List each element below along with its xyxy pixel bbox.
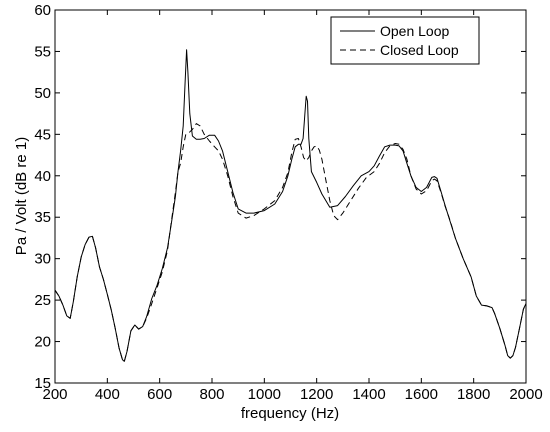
legend-label-open-loop: Open Loop: [380, 23, 449, 39]
x-tick-label: 1400: [352, 386, 385, 403]
x-tick-label: 1600: [405, 386, 438, 403]
x-tick-label: 1800: [457, 386, 490, 403]
x-tick-labels: 200 400 600 800 1000 1200 1400 1600 1800 2000: [42, 386, 542, 403]
y-tick-label: 45: [34, 126, 51, 143]
x-tick-label: 1200: [300, 386, 333, 403]
tick-marks: [54, 9, 527, 384]
y-tick-label: 35: [34, 209, 51, 226]
x-tick-label: 600: [147, 386, 172, 403]
y-tick-label: 50: [34, 85, 51, 102]
series-line-open-loop: [54, 49, 527, 362]
x-axis-label: frequency (Hz): [241, 405, 339, 422]
y-tick-label: 55: [34, 43, 51, 60]
legend-label-closed-loop: Closed Loop: [380, 42, 459, 58]
series-line-closed-loop: [54, 123, 527, 362]
x-tick-label: 1000: [248, 386, 281, 403]
y-tick-label: 60: [34, 2, 51, 19]
x-tick-label: 400: [95, 386, 120, 403]
y-tick-label: 40: [34, 168, 51, 185]
x-tick-label: 200: [42, 386, 67, 403]
y-tick-labels: 15 20 25 30 35 40 45 50 55 60: [34, 2, 51, 392]
plot-frame: [54, 9, 527, 384]
x-tick-label: 2000: [509, 386, 542, 403]
x-tick-label: 800: [199, 386, 224, 403]
y-axis-label: Pa / Volt (dB re 1): [13, 137, 30, 255]
legend: Open Loop Closed Loop: [330, 16, 480, 65]
y-tick-label: 20: [34, 334, 51, 351]
legend-box: [330, 16, 480, 65]
series-lines: [54, 49, 527, 362]
y-tick-label: 30: [34, 251, 51, 268]
y-tick-label: 25: [34, 292, 51, 309]
y-tick-label: 15: [34, 375, 51, 392]
